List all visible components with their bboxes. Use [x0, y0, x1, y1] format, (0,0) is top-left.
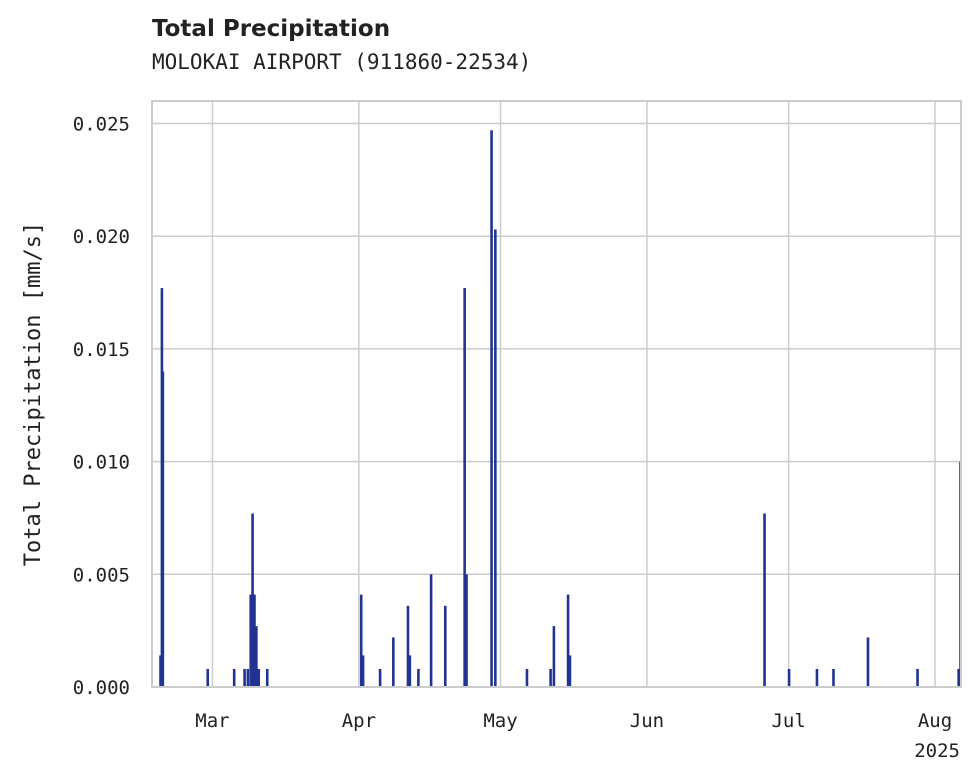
precipitation-bar: [443, 605, 447, 687]
precipitation-bar: [255, 626, 258, 687]
y-axis-ticks: 0.000 0.005 0.010 0.015 0.020 0.025: [73, 114, 130, 699]
precipitation-bar: [417, 668, 420, 687]
precipitation-bar: [249, 594, 253, 687]
precipitation-bar: [408, 655, 412, 687]
y-tick-label: 0.020: [73, 226, 130, 248]
precipitation-bar: [494, 229, 497, 687]
precipitation-bar: [392, 637, 395, 687]
precipitation-bar: [568, 655, 572, 687]
precipitation-bar: [552, 626, 556, 687]
x-tick-label: Jun: [630, 710, 664, 732]
precipitation-bar: [257, 668, 261, 687]
precipitation-bar: [159, 655, 162, 687]
precipitation-bar: [359, 594, 363, 687]
y-tick-label: 0.005: [73, 564, 130, 586]
precipitation-bar: [251, 513, 254, 687]
precipitation-bar: [232, 668, 236, 687]
precipitation-bar: [246, 668, 250, 687]
y-tick-label: 0.025: [73, 114, 130, 136]
precipitation-bar: [406, 605, 410, 687]
precipitation-bar: [566, 594, 570, 687]
x-tick-label: Mar: [195, 710, 229, 732]
precipitation-bar: [265, 668, 269, 687]
x-tick-label: Aug: [918, 710, 952, 732]
y-tick-label: 0.015: [73, 339, 130, 361]
bar-series: [159, 130, 962, 688]
precipitation-bar: [429, 574, 433, 687]
chart-subtitle: MOLOKAI AIRPORT (911860-22534): [152, 50, 532, 74]
precipitation-bar: [243, 668, 246, 687]
precipitation-bar: [787, 668, 791, 687]
precipitation-bar: [832, 668, 835, 687]
precipitation-bar: [763, 513, 766, 687]
precipitation-bar: [549, 668, 552, 687]
precipitation-bar: [916, 668, 919, 687]
y-axis-label: Total Precipitation [mm/s]: [21, 222, 46, 566]
precipitation-bar: [206, 668, 210, 687]
precipitation-bar: [361, 655, 365, 687]
x-axis-ticks: Mar Apr May Jun Jul Aug: [195, 710, 952, 732]
y-tick-label: 0.010: [73, 452, 130, 474]
x-tick-label: Jul: [771, 710, 805, 732]
x-tick-label: May: [483, 710, 517, 732]
chart-title: Total Precipitation: [152, 16, 391, 42]
grid-lines: [152, 101, 961, 688]
precipitation-bar: [525, 668, 529, 687]
precipitation-bar: [815, 668, 819, 687]
precipitation-bar: [253, 594, 256, 687]
precipitation-bar: [161, 371, 165, 687]
y-tick-label: 0.000: [73, 677, 130, 699]
precipitation-bar: [378, 668, 382, 687]
precipitation-bar: [957, 668, 960, 687]
plot-frame: [151, 100, 962, 688]
precipitation-bar: [866, 637, 870, 687]
precipitation-bar: [465, 574, 468, 687]
precipitation-bar: [490, 130, 493, 688]
precipitation-bar: [463, 288, 466, 687]
x-tick-label: Apr: [342, 710, 376, 732]
x-axis-year-label: 2025: [914, 740, 960, 762]
